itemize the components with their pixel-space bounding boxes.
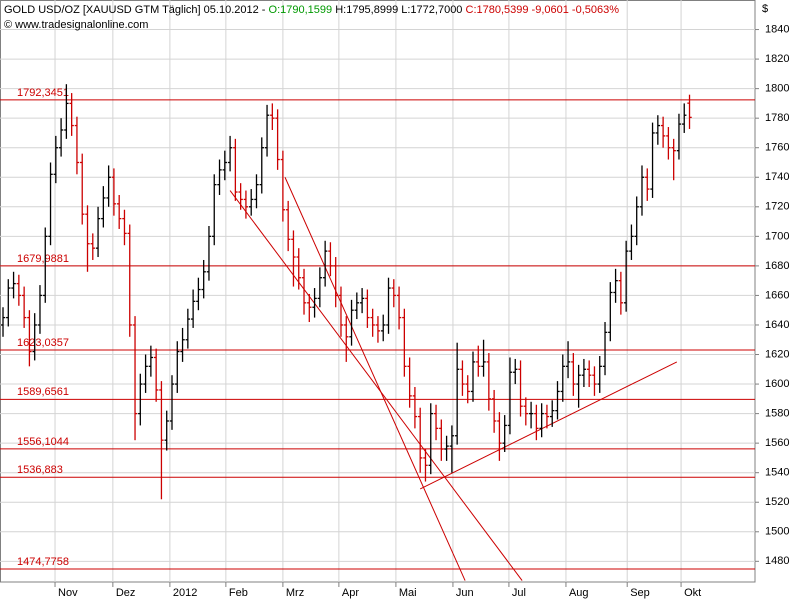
x-tick-label: Mai bbox=[399, 587, 417, 599]
x-tick-label: Feb bbox=[229, 587, 248, 599]
y-tick-label: 1520 bbox=[765, 496, 789, 508]
y-tick-label: 1560 bbox=[765, 437, 789, 449]
plot-area bbox=[0, 0, 756, 583]
trend-line bbox=[229, 190, 523, 581]
x-tick-label: Sep bbox=[630, 587, 650, 599]
x-tick-label: Mrz bbox=[286, 587, 304, 599]
x-tick-label: Okt bbox=[684, 587, 701, 599]
y-tick-label: 1620 bbox=[765, 348, 789, 360]
level-label: 1556,1044 bbox=[17, 436, 69, 448]
x-tick-label: Aug bbox=[569, 587, 589, 599]
y-tick-label: 1480 bbox=[765, 555, 789, 567]
y-tick-label: 1660 bbox=[765, 289, 789, 301]
watermark: © www.tradesignalonline.com bbox=[4, 19, 148, 31]
header-title: GOLD USD/OZ [XAUUSD GTM Täglich] 05.10.2… bbox=[4, 4, 266, 16]
y-tick-label: 1600 bbox=[765, 378, 789, 390]
x-tick-label: Nov bbox=[58, 587, 78, 599]
level-label: 1536,883 bbox=[17, 464, 63, 476]
level-label: 1474,7758 bbox=[17, 556, 69, 568]
y-tick-label: 1640 bbox=[765, 319, 789, 331]
y-tick-label: 1700 bbox=[765, 230, 789, 242]
y-tick-label: 1740 bbox=[765, 171, 789, 183]
level-label: 1792,3451 bbox=[17, 87, 69, 99]
y-tick-label: 1720 bbox=[765, 201, 789, 213]
y-tick-label: 1500 bbox=[765, 526, 789, 538]
y-tick-label: 1800 bbox=[765, 83, 789, 95]
x-tick-label: 2012 bbox=[173, 587, 197, 599]
x-tick-label: Jul bbox=[512, 587, 526, 599]
header-close: C:1780,5399 -9,0601 -0,5063% bbox=[466, 4, 620, 16]
header-high-low: H:1795,8999 L:1772,7000 bbox=[335, 4, 462, 16]
y-unit: $ bbox=[762, 3, 768, 15]
plot: 1792,3451 1679,9881 1623,0357 1589,6561 1556… bbox=[0, 84, 755, 581]
y-tick-label: 1780 bbox=[765, 112, 789, 124]
y-tick-label: 1680 bbox=[765, 260, 789, 272]
header-open: O:1790,1599 bbox=[269, 4, 333, 16]
y-tick-label: 1540 bbox=[765, 467, 789, 479]
x-tick-label: Apr bbox=[342, 587, 359, 599]
y-tick-label: 1840 bbox=[765, 23, 789, 35]
header: GOLD USD/OZ [XAUUSD GTM Täglich] 05.10.2… bbox=[4, 4, 619, 16]
trend-line bbox=[284, 177, 466, 581]
trend-line bbox=[419, 361, 678, 490]
y-tick-label: 1580 bbox=[765, 408, 789, 420]
y-tick-label: 1820 bbox=[765, 53, 789, 65]
x-tick-label: Jun bbox=[456, 587, 474, 599]
axes: 1480 1500 1520 1540 1560 1580 1600 1620 1640 1660… bbox=[54, 23, 789, 599]
level-label: 1589,6561 bbox=[17, 386, 69, 398]
y-tick-label: 1760 bbox=[765, 142, 789, 154]
level-label: 1679,9881 bbox=[17, 253, 69, 265]
level-label: 1623,0357 bbox=[17, 337, 69, 349]
x-tick-label: Dez bbox=[116, 587, 136, 599]
